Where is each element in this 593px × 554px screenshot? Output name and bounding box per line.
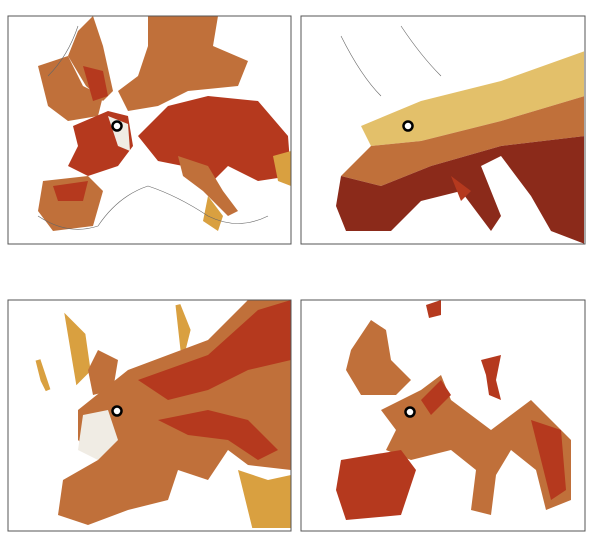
- region: [238, 470, 291, 528]
- map-panel: [7, 15, 292, 245]
- panel-frame: [300, 299, 586, 532]
- location-marker: [402, 120, 414, 132]
- map-panel: [7, 299, 292, 532]
- map-panel: [300, 15, 586, 245]
- panel-frame: [300, 15, 586, 245]
- region: [118, 16, 248, 111]
- region: [421, 380, 566, 500]
- location-marker: [111, 405, 123, 417]
- map-panel: [300, 299, 586, 532]
- region: [361, 51, 584, 146]
- region: [138, 96, 291, 186]
- panel-frame: [7, 299, 292, 532]
- region: [451, 176, 471, 201]
- region: [203, 196, 223, 231]
- region: [481, 355, 501, 400]
- region: [78, 410, 118, 460]
- location-marker: [404, 406, 416, 418]
- region: [273, 151, 291, 186]
- region: [88, 350, 118, 395]
- region: [83, 66, 108, 101]
- region: [426, 300, 441, 318]
- region: [346, 320, 411, 395]
- coastline: [340, 25, 442, 97]
- region: [138, 300, 291, 400]
- panel-frame: [7, 15, 292, 245]
- coastline: [37, 25, 269, 230]
- region: [336, 450, 416, 520]
- region: [53, 181, 88, 201]
- region: [341, 96, 584, 186]
- region: [38, 56, 103, 121]
- location-marker: [111, 120, 123, 132]
- region: [178, 156, 238, 216]
- region: [158, 410, 278, 460]
